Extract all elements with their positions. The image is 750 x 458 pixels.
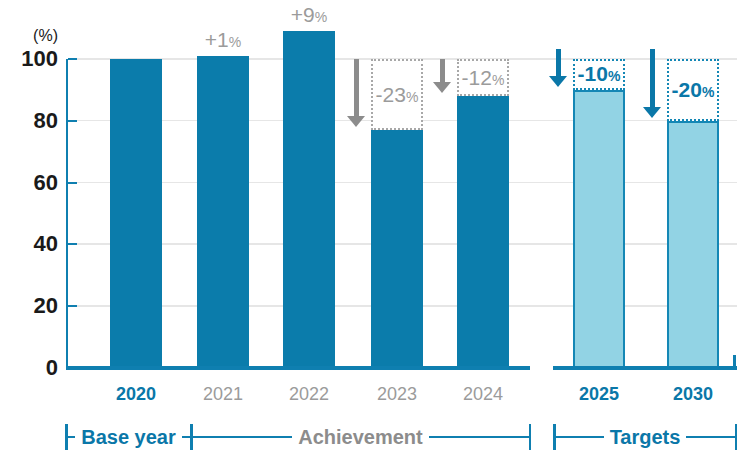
bracket-line (556, 436, 604, 438)
delta-box-2025: -10% (573, 59, 625, 90)
y-axis-label-40: 40 (0, 232, 58, 256)
bar-2020 (110, 59, 162, 368)
bracket-tick (529, 424, 532, 450)
arrow-shaft (354, 59, 359, 119)
y-axis-label-100: 100 (0, 47, 58, 71)
y-axis-tick-100 (68, 58, 77, 60)
bar-2024 (457, 96, 509, 368)
arrow-head-icon (347, 116, 365, 127)
decrease-arrow-2023 (347, 59, 365, 127)
bracket-line (68, 436, 76, 438)
group-label-achievement: Achievement (292, 424, 429, 450)
delta-value: +1% (205, 28, 241, 51)
bar-2023 (371, 130, 423, 368)
y-axis-tick-40 (68, 243, 77, 245)
arrow-head-icon (549, 76, 567, 87)
delta-value: -20% (672, 78, 715, 102)
y-axis-tick-80 (68, 120, 77, 122)
group-bracket-targets: Targets (553, 424, 737, 450)
bracket-tick (735, 424, 738, 450)
delta-label-2021: +1% (173, 28, 273, 52)
y-axis-label-0: 0 (0, 356, 58, 380)
delta-unit: % (229, 34, 241, 50)
delta-box-2023: -23% (371, 59, 423, 130)
arrow-shaft (556, 49, 561, 79)
bracket-line (429, 436, 529, 438)
bar-2022 (283, 31, 335, 368)
y-axis-label-60: 60 (0, 171, 58, 195)
delta-value: -23% (376, 83, 419, 107)
x-axis-label-2022: 2022 (269, 384, 349, 405)
bracket-line (193, 436, 293, 438)
delta-box-2024: -12% (457, 59, 509, 96)
decrease-arrow-2030 (643, 49, 661, 118)
x-axis-end-tick (733, 355, 736, 370)
group-bracket-achievement: Achievement (190, 424, 531, 450)
x-axis-label-2024: 2024 (443, 384, 523, 405)
x-axis-label-2020: 2020 (96, 384, 176, 405)
bar-2030 (667, 121, 719, 368)
x-axis-label-2021: 2021 (183, 384, 263, 405)
x-axis-label-2023: 2023 (357, 384, 437, 405)
y-axis-label-20: 20 (0, 294, 58, 318)
bar-2025 (573, 90, 625, 368)
y-axis-tick-60 (68, 182, 77, 184)
delta-label-2022: +9% (259, 3, 359, 27)
bracket-line (182, 436, 190, 438)
group-label-targets: Targets (604, 424, 687, 450)
arrow-head-icon (643, 107, 661, 118)
y-axis-line (66, 59, 68, 368)
y-axis-unit-label: (%) (8, 27, 58, 45)
arrow-head-icon (433, 82, 451, 93)
delta-value: -12% (462, 66, 505, 90)
x-axis-label-2025: 2025 (559, 384, 639, 405)
decrease-arrow-2025 (549, 49, 567, 87)
delta-unit: % (608, 68, 620, 84)
decrease-arrow-2024 (433, 59, 451, 93)
x-axis-line-achievement (66, 366, 530, 370)
bar-chart: (%) 0 20 40 60 80 100 2020 2021 +1% 2022 +9% 2023 -2… (0, 0, 750, 458)
delta-unit: % (702, 84, 714, 100)
delta-box-2030: -20% (667, 59, 719, 121)
y-axis-label-80: 80 (0, 109, 58, 133)
bracket-line (686, 436, 734, 438)
delta-unit: % (315, 9, 327, 25)
delta-unit: % (406, 89, 418, 105)
group-bracket-base-year: Base year (65, 424, 192, 450)
x-axis-label-2030: 2030 (653, 384, 733, 405)
delta-value: +9% (291, 3, 327, 26)
arrow-shaft (650, 49, 655, 110)
y-axis-tick-20 (68, 305, 77, 307)
bar-2021 (197, 56, 249, 368)
x-axis-line-targets (553, 366, 737, 370)
delta-unit: % (492, 72, 504, 88)
delta-value: -10% (578, 62, 621, 86)
group-label-base-year: Base year (75, 424, 182, 450)
